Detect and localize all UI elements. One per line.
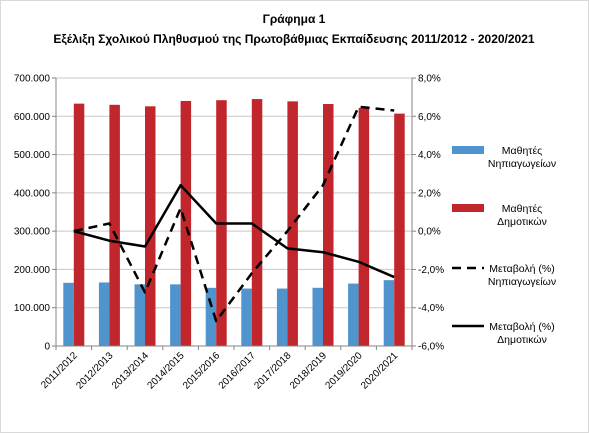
legend-label: Δημοτικών	[497, 216, 547, 228]
right-tick-label: 0,0%	[418, 227, 441, 238]
right-tick-label: -6,0%	[418, 342, 444, 353]
left-tick-label: 100.000	[14, 303, 51, 314]
left-tick-label: 400.000	[14, 188, 51, 199]
bar-dimotika	[145, 106, 156, 347]
bar-dimotika	[323, 104, 334, 346]
bar-dimotika	[251, 99, 263, 346]
left-axis-ticks: 0 100.000 200.000 300.000 400.000 500.000 600.…	[14, 74, 51, 353]
legend-label: Νηπιαγωγείων	[488, 158, 556, 170]
bar-dimotika	[394, 113, 405, 346]
legend-label: Μεταβολή (%)	[489, 321, 555, 333]
legend-label: Μαθητές	[502, 203, 542, 215]
legend-label: Μεταβολή (%)	[489, 263, 555, 275]
axes	[52, 77, 416, 350]
right-tick-label: 8,0%	[418, 74, 441, 85]
bar-nipiagogeia	[63, 282, 74, 346]
left-tick-label: 700.000	[14, 74, 51, 85]
right-tick-label: 4,0%	[418, 150, 441, 161]
legend-label: Δημοτικών	[497, 334, 547, 346]
right-tick-label: -2,0%	[418, 265, 444, 276]
bar-nipiagogeia	[348, 283, 359, 346]
right-axis-ticks: -6,0% -4,0% -2,0% 0,0% 2,0% 4,0% 6,0% 8,0%	[418, 74, 444, 353]
bar-nipiagogeia	[312, 287, 323, 346]
bar-dimotika	[180, 100, 192, 346]
bar-nipiagogeia	[276, 288, 288, 346]
chart-subtitle: Εξέλιξη Σχολικού Πληθυσμού της Πρωτοβάθμ…	[53, 32, 534, 46]
lines	[73, 105, 395, 323]
legend-swatch	[452, 204, 484, 212]
left-tick-label: 600.000	[14, 112, 51, 123]
line-change-dimotika	[73, 183, 395, 279]
bar-dimotika	[287, 101, 298, 347]
bar-dimotika	[109, 104, 120, 346]
bar-nipiagogeia	[205, 287, 217, 346]
bar-dimotika	[73, 103, 85, 346]
bar-nipiagogeia	[170, 284, 181, 346]
bars	[63, 99, 405, 347]
legend-label: Νηπιαγωγείων	[488, 276, 556, 288]
bar-nipiagogeia	[134, 284, 145, 346]
right-tick-label: -4,0%	[418, 303, 444, 314]
legend-swatch	[452, 146, 484, 154]
legend-label: Μαθητές	[502, 145, 542, 157]
left-tick-label: 300.000	[14, 227, 51, 238]
bar-nipiagogeia	[383, 280, 395, 346]
legend: ΜαθητέςΝηπιαγωγείωνΜαθητέςΔημοτικώνΜεταβ…	[452, 145, 556, 346]
right-tick-label: 2,0%	[418, 188, 441, 199]
left-tick-label: 200.000	[14, 265, 51, 276]
left-tick-label: 0	[44, 342, 50, 353]
chart-title: Γράφημα 1	[263, 12, 326, 26]
bar-dimotika	[358, 107, 370, 346]
left-tick-label: 500.000	[14, 150, 51, 161]
right-tick-label: 6,0%	[418, 112, 441, 123]
bar-nipiagogeia	[98, 282, 110, 346]
line-change-nipiagogeia	[73, 105, 395, 323]
bar-nipiagogeia	[241, 288, 252, 346]
